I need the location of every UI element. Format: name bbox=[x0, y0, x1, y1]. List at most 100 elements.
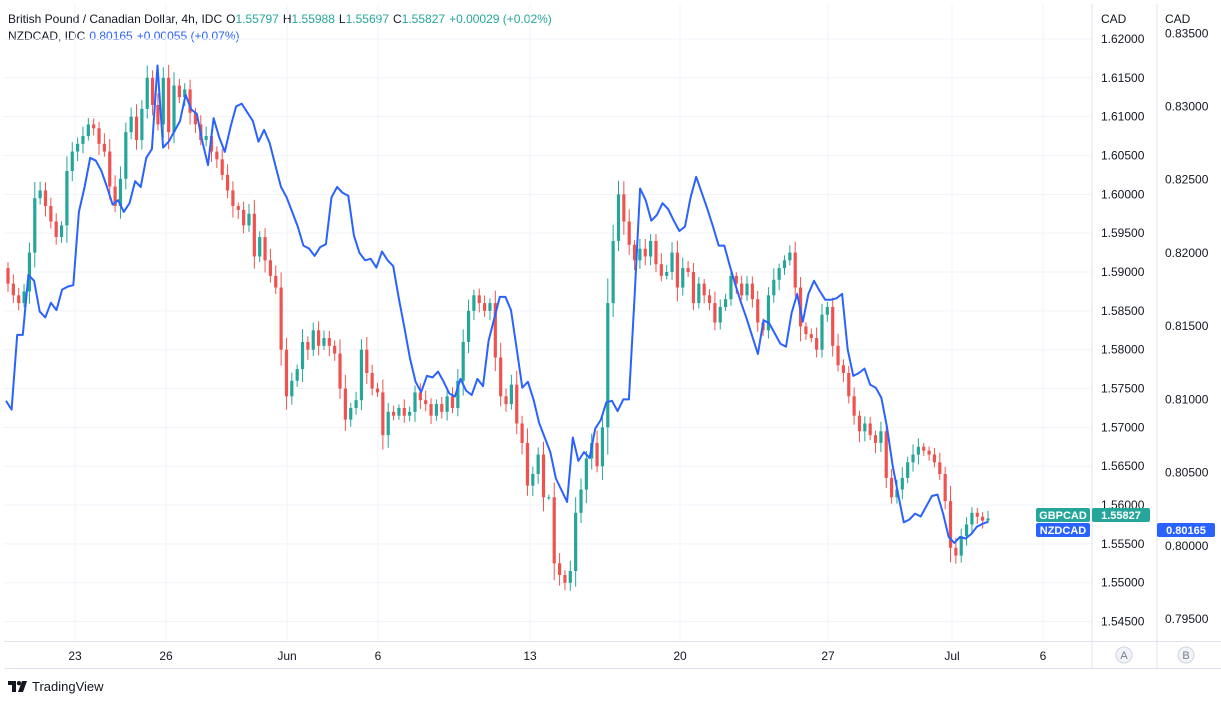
candle-body bbox=[836, 345, 840, 366]
candle-body bbox=[890, 477, 894, 498]
candle-body bbox=[884, 431, 888, 478]
candle-body bbox=[740, 283, 744, 296]
candle-body bbox=[429, 404, 433, 416]
candle-body bbox=[627, 221, 631, 245]
candle-body bbox=[86, 124, 90, 137]
candle-body bbox=[22, 291, 26, 304]
candle-body bbox=[102, 143, 106, 152]
candle-body bbox=[600, 427, 605, 467]
candle-body bbox=[584, 458, 588, 490]
candle-body bbox=[365, 349, 369, 373]
nzdcad-tag: NZDCAD bbox=[1040, 525, 1086, 537]
overlay-series-legend[interactable]: NZDCAD, IDC 0.80165 +0.00055 (+0.07%) bbox=[8, 28, 552, 45]
scale-a-ticks[interactable]: 1.62000 1.61500 1.61000 1.60500 1.60000 1.595… bbox=[1101, 32, 1145, 629]
scale-a-tick-label: 1.55500 bbox=[1101, 537, 1145, 551]
scale-a-tick-label: 1.57500 bbox=[1101, 382, 1145, 396]
candle-body bbox=[17, 295, 21, 304]
tradingview-logo[interactable]: TradingView bbox=[8, 679, 104, 694]
candle-body bbox=[258, 237, 262, 257]
candle-body bbox=[868, 423, 872, 436]
main-series-legend[interactable]: British Pound / Canadian Dollar, 4h, IDC… bbox=[8, 11, 552, 28]
candle-body bbox=[391, 411, 396, 416]
candle-body bbox=[145, 77, 149, 109]
main-symbol-label: British Pound / Canadian Dollar, 4h, IDC bbox=[8, 12, 223, 26]
candle-body bbox=[611, 240, 615, 304]
nzdcad-last-bg bbox=[1157, 523, 1215, 537]
candle-body bbox=[713, 303, 717, 323]
scale-a-tick-label: 1.61500 bbox=[1101, 71, 1145, 85]
candle-body bbox=[981, 516, 985, 521]
scale-a-tick-label: 1.57000 bbox=[1101, 420, 1145, 434]
scale-a-tick-label: 1.61000 bbox=[1101, 110, 1145, 124]
candle-body bbox=[729, 275, 733, 300]
scale-b-button-label: B bbox=[1182, 650, 1189, 662]
candle-body bbox=[215, 151, 219, 160]
candle-body bbox=[204, 136, 208, 140]
scale-b-tick-label: 0.81500 bbox=[1165, 319, 1209, 333]
candle-body bbox=[964, 524, 969, 537]
candle-body bbox=[847, 372, 851, 397]
scale-a-button[interactable]: A bbox=[1115, 646, 1133, 664]
close-value: 1.55827 bbox=[401, 12, 446, 26]
candle-body bbox=[879, 431, 883, 443]
candle-body bbox=[959, 536, 963, 556]
candle-body bbox=[70, 151, 74, 172]
candle-body bbox=[948, 501, 953, 548]
candle-body bbox=[386, 411, 390, 436]
nzdcad-tag-bg bbox=[1036, 523, 1090, 537]
candle-body bbox=[863, 423, 867, 432]
candle-body bbox=[236, 205, 240, 210]
candle-body bbox=[777, 268, 781, 280]
scale-b-ticks[interactable]: 0.83500 0.83000 0.82500 0.82000 0.81500 0.810… bbox=[1165, 26, 1209, 626]
candle-body bbox=[290, 380, 294, 397]
candle-body bbox=[156, 104, 160, 125]
candle-body bbox=[370, 372, 374, 389]
candle-body bbox=[124, 132, 128, 179]
candle-body bbox=[220, 159, 224, 175]
candle-body bbox=[563, 574, 567, 583]
candle-body bbox=[525, 442, 530, 486]
candle-body bbox=[134, 116, 139, 140]
candle-body bbox=[140, 108, 144, 140]
candle-body bbox=[322, 338, 326, 346]
main-change: +0.00029 (+0.02%) bbox=[449, 12, 552, 26]
candle-body bbox=[857, 415, 862, 432]
candle-body bbox=[900, 477, 904, 490]
candle-body bbox=[841, 365, 846, 373]
candle-body bbox=[418, 392, 422, 401]
candle-body bbox=[616, 194, 621, 241]
candle-body bbox=[333, 345, 337, 354]
candle-body bbox=[167, 77, 171, 133]
candle-body bbox=[413, 392, 417, 412]
candle-body bbox=[456, 380, 460, 408]
gbpcad-tag-bg bbox=[1036, 508, 1090, 522]
candle-body bbox=[424, 400, 428, 405]
gbpcad-last-value: 1.55827 bbox=[1101, 510, 1141, 522]
time-axis-ticks[interactable]: 23 26 Jun 6 13 20 27 Jul 6 bbox=[68, 649, 1046, 663]
candle-body bbox=[632, 244, 637, 261]
candle-body bbox=[434, 404, 439, 416]
scale-a-button-label: A bbox=[1120, 650, 1128, 662]
scale-a-tick-label: 1.58000 bbox=[1101, 343, 1145, 357]
time-tick-label: 6 bbox=[1040, 649, 1047, 663]
candle-body bbox=[311, 330, 315, 350]
candle-body bbox=[177, 85, 181, 98]
candle-body bbox=[231, 190, 235, 206]
candle-body bbox=[295, 369, 299, 381]
candle-body bbox=[65, 171, 69, 226]
candle-body bbox=[932, 454, 937, 463]
candle-body bbox=[643, 248, 647, 257]
scale-b-button[interactable]: B bbox=[1177, 646, 1195, 664]
candle-body bbox=[782, 260, 787, 269]
scale-a-button-bg bbox=[1115, 646, 1133, 664]
scale-a-tick-label: 1.62000 bbox=[1101, 32, 1145, 46]
time-tick-label: 26 bbox=[159, 649, 173, 663]
candle-body bbox=[686, 268, 690, 273]
open-value: 1.55797 bbox=[235, 12, 279, 26]
candle-body bbox=[188, 89, 192, 113]
candle-body bbox=[183, 89, 187, 98]
candle-body bbox=[472, 295, 476, 311]
scale-a-tick-label: 1.55000 bbox=[1101, 576, 1145, 590]
candle-body bbox=[359, 349, 364, 401]
